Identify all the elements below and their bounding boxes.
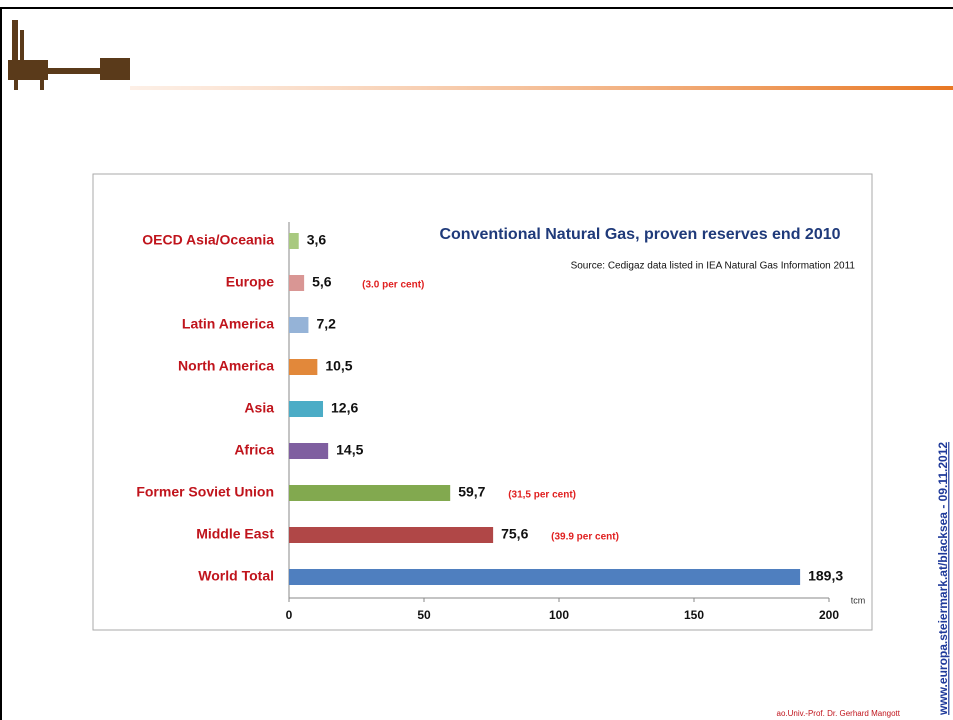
value-label: 10,5	[325, 358, 352, 374]
value-label: 59,7	[458, 484, 485, 500]
value-note: (3.0 per cent)	[362, 280, 424, 291]
value-note: (31,5 per cent)	[508, 490, 576, 501]
bar	[289, 275, 305, 291]
x-tick-label: 0	[286, 608, 293, 622]
chart-title: Conventional Natural Gas, proven reserve…	[439, 226, 840, 243]
category-label: Africa	[234, 442, 274, 458]
x-tick-label: 200	[819, 608, 839, 622]
value-label: 12,6	[331, 400, 358, 416]
platform-icon	[8, 20, 130, 90]
category-label: Asia	[244, 400, 274, 416]
x-tick-label: 150	[684, 608, 704, 622]
x-axis-label: tcm	[851, 595, 866, 605]
bar	[289, 527, 494, 543]
bar	[289, 443, 329, 459]
chart-subtitle: Source: Cedigaz data listed in IEA Natur…	[571, 261, 856, 272]
bar	[289, 485, 451, 501]
category-label: Latin America	[182, 316, 274, 332]
bar	[289, 233, 299, 249]
value-label: 7,2	[316, 316, 336, 332]
bar	[289, 317, 309, 333]
bar	[289, 401, 324, 417]
category-label: Former Soviet Union	[136, 484, 274, 500]
value-note: (39.9 per cent)	[551, 532, 619, 543]
chart-frame	[92, 173, 873, 631]
bar	[289, 359, 318, 375]
category-label: Europe	[226, 274, 274, 290]
x-tick-label: 100	[549, 608, 569, 622]
header-rule	[130, 86, 953, 90]
category-label: North America	[178, 358, 274, 374]
value-label: 189,3	[808, 568, 843, 584]
value-label: 75,6	[501, 526, 528, 542]
value-label: 5,6	[312, 274, 332, 290]
bar	[289, 569, 801, 585]
x-tick-label: 50	[417, 608, 431, 622]
category-label: Middle East	[196, 526, 274, 542]
side-note: www.europa.steiermark.at/blacksea - 09.1…	[936, 442, 950, 716]
value-label: 14,5	[336, 442, 363, 458]
category-label: World Total	[198, 568, 274, 584]
value-label: 3,6	[307, 232, 327, 248]
category-label: OECD Asia/Oceania	[142, 232, 274, 248]
footer: ao.Univ.-Prof. Dr. Gerhard Mangott	[777, 709, 901, 718]
